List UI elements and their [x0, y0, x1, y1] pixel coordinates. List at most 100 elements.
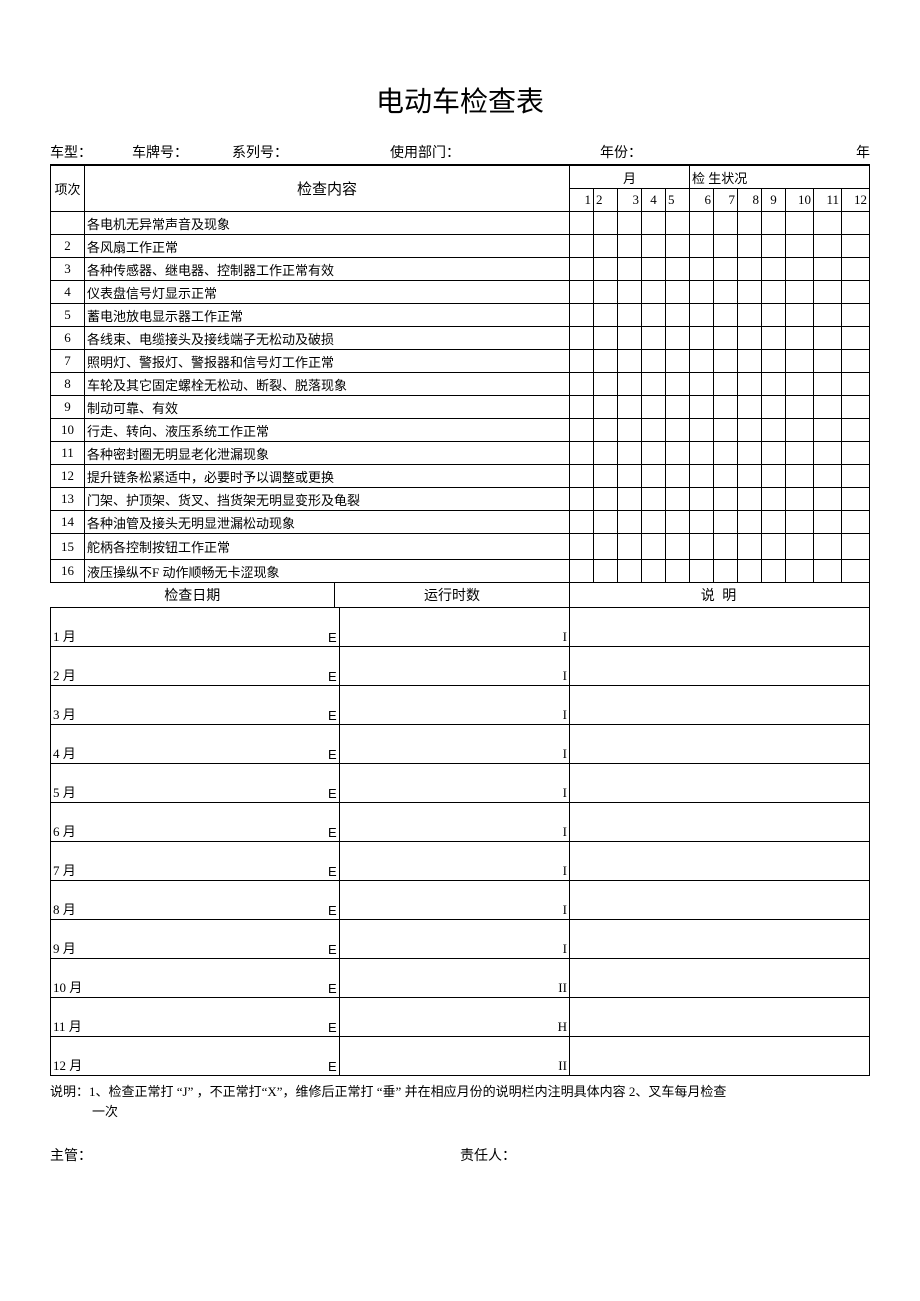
cell-month[interactable] [738, 488, 762, 511]
cell-month[interactable] [617, 212, 641, 235]
cell-month[interactable] [641, 235, 665, 258]
cell-month[interactable] [617, 465, 641, 488]
cell-month[interactable] [814, 212, 842, 235]
cell-month[interactable] [762, 281, 786, 304]
cell-month[interactable] [617, 488, 641, 511]
cell-month[interactable] [786, 373, 814, 396]
cell-description[interactable] [569, 1037, 869, 1076]
cell-month[interactable] [569, 350, 593, 373]
cell-month[interactable] [641, 442, 665, 465]
cell-month[interactable] [714, 419, 738, 442]
cell-month[interactable] [842, 304, 870, 327]
cell-month[interactable] [814, 511, 842, 534]
cell-month[interactable] [593, 534, 617, 560]
cell-month[interactable] [714, 258, 738, 281]
cell-month[interactable] [665, 350, 689, 373]
cell-month[interactable] [569, 488, 593, 511]
cell-description[interactable] [569, 920, 869, 959]
cell-month[interactable] [665, 235, 689, 258]
cell-month[interactable] [762, 534, 786, 560]
cell-month[interactable] [690, 350, 714, 373]
cell-month[interactable] [569, 258, 593, 281]
cell-month[interactable] [641, 258, 665, 281]
cell-month[interactable] [569, 465, 593, 488]
cell-month[interactable] [665, 396, 689, 419]
cell-description[interactable] [569, 998, 869, 1037]
cell-month[interactable] [786, 350, 814, 373]
cell-month[interactable] [814, 560, 842, 583]
cell-month[interactable] [786, 442, 814, 465]
cell-month[interactable] [842, 511, 870, 534]
cell-month[interactable] [738, 235, 762, 258]
cell-month[interactable] [665, 560, 689, 583]
cell-description[interactable] [569, 959, 869, 998]
cell-description[interactable] [569, 881, 869, 920]
cell-month[interactable] [842, 212, 870, 235]
cell-month[interactable] [786, 511, 814, 534]
cell-month[interactable] [617, 511, 641, 534]
cell-month[interactable] [814, 534, 842, 560]
cell-month[interactable] [842, 350, 870, 373]
cell-month[interactable] [842, 560, 870, 583]
cell-month[interactable] [641, 350, 665, 373]
cell-month[interactable] [814, 258, 842, 281]
cell-month[interactable] [786, 281, 814, 304]
cell-month[interactable] [690, 560, 714, 583]
cell-month[interactable] [593, 488, 617, 511]
cell-month[interactable] [738, 258, 762, 281]
cell-month[interactable] [641, 560, 665, 583]
cell-month[interactable] [842, 488, 870, 511]
cell-month[interactable] [814, 350, 842, 373]
cell-month[interactable] [665, 488, 689, 511]
cell-month[interactable] [738, 442, 762, 465]
cell-month[interactable] [665, 419, 689, 442]
cell-month[interactable] [593, 281, 617, 304]
cell-month[interactable] [738, 304, 762, 327]
cell-month[interactable] [786, 488, 814, 511]
cell-month[interactable] [714, 235, 738, 258]
cell-month[interactable] [738, 465, 762, 488]
cell-month[interactable] [714, 281, 738, 304]
cell-month[interactable] [762, 419, 786, 442]
cell-month[interactable] [665, 373, 689, 396]
cell-month[interactable] [762, 560, 786, 583]
cell-month[interactable] [738, 511, 762, 534]
cell-month[interactable] [842, 534, 870, 560]
cell-month[interactable] [738, 396, 762, 419]
cell-month[interactable] [714, 442, 738, 465]
cell-month[interactable] [569, 534, 593, 560]
cell-description[interactable] [569, 608, 869, 647]
cell-month[interactable] [714, 327, 738, 350]
cell-month[interactable] [569, 304, 593, 327]
cell-month[interactable] [786, 465, 814, 488]
cell-month[interactable] [842, 235, 870, 258]
cell-month[interactable] [665, 442, 689, 465]
cell-month[interactable] [842, 396, 870, 419]
cell-month[interactable] [842, 373, 870, 396]
cell-month[interactable] [814, 304, 842, 327]
cell-month[interactable] [762, 350, 786, 373]
cell-month[interactable] [593, 258, 617, 281]
cell-month[interactable] [593, 419, 617, 442]
cell-month[interactable] [593, 350, 617, 373]
cell-month[interactable] [641, 327, 665, 350]
cell-month[interactable] [641, 396, 665, 419]
cell-month[interactable] [738, 350, 762, 373]
cell-month[interactable] [617, 235, 641, 258]
cell-month[interactable] [690, 281, 714, 304]
cell-month[interactable] [569, 373, 593, 396]
cell-month[interactable] [762, 258, 786, 281]
cell-month[interactable] [714, 396, 738, 419]
cell-month[interactable] [762, 304, 786, 327]
cell-month[interactable] [762, 212, 786, 235]
cell-month[interactable] [617, 442, 641, 465]
cell-month[interactable] [569, 511, 593, 534]
cell-month[interactable] [690, 534, 714, 560]
cell-description[interactable] [569, 842, 869, 881]
cell-month[interactable] [714, 560, 738, 583]
cell-month[interactable] [738, 373, 762, 396]
cell-month[interactable] [842, 281, 870, 304]
cell-month[interactable] [842, 419, 870, 442]
cell-month[interactable] [665, 281, 689, 304]
cell-month[interactable] [690, 258, 714, 281]
